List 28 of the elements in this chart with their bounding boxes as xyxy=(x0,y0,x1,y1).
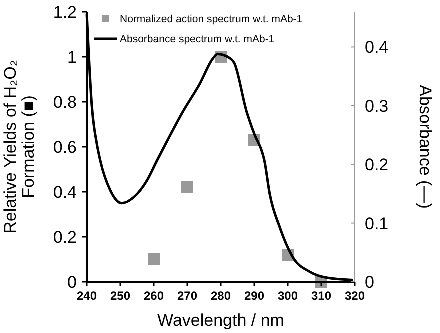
point xyxy=(148,254,160,266)
legend-label: Absorbance spectrum w.t. mAb-1 xyxy=(120,34,275,46)
y2-axis-title: Absorbance (—) xyxy=(416,85,435,209)
y2-tick-label: 0.2 xyxy=(365,156,389,175)
legend-label: Normalized action spectrum w.t. mAb-1 xyxy=(120,14,303,26)
y2-tick-label: 0 xyxy=(365,272,374,292)
y-tick-label: 1 xyxy=(68,48,77,67)
y-tick-label: 0.6 xyxy=(53,138,77,157)
x-axis-title: Wavelength / nm xyxy=(158,311,284,330)
y-tick-label: 0.4 xyxy=(53,182,77,202)
x-tick-label: 270 xyxy=(177,289,198,303)
x-tick-label: 320 xyxy=(344,289,366,303)
point xyxy=(182,182,194,194)
y-tick-label: 0.8 xyxy=(53,92,77,112)
y2-tick-label: 0.1 xyxy=(365,214,389,234)
x-tick-label: 260 xyxy=(144,289,164,303)
y2-tick-label: 0.3 xyxy=(365,96,389,116)
x-tick-label: 310 xyxy=(311,289,332,303)
x-tick-label: 290 xyxy=(244,289,265,303)
y-tick-label: 0.2 xyxy=(53,228,77,247)
x-tick-label: 280 xyxy=(210,289,232,303)
y2-tick-label: 0.4 xyxy=(365,38,389,58)
y-axis-title: Relative Yields of H₂O₂ Formation (■) xyxy=(1,60,38,234)
y-tick-label: 1.2 xyxy=(53,2,77,22)
x-tick-label: 300 xyxy=(278,289,298,303)
x-tick-label: 240 xyxy=(76,289,98,303)
y-tick-label: 0 xyxy=(68,272,77,292)
x-tick-label: 250 xyxy=(110,289,131,303)
